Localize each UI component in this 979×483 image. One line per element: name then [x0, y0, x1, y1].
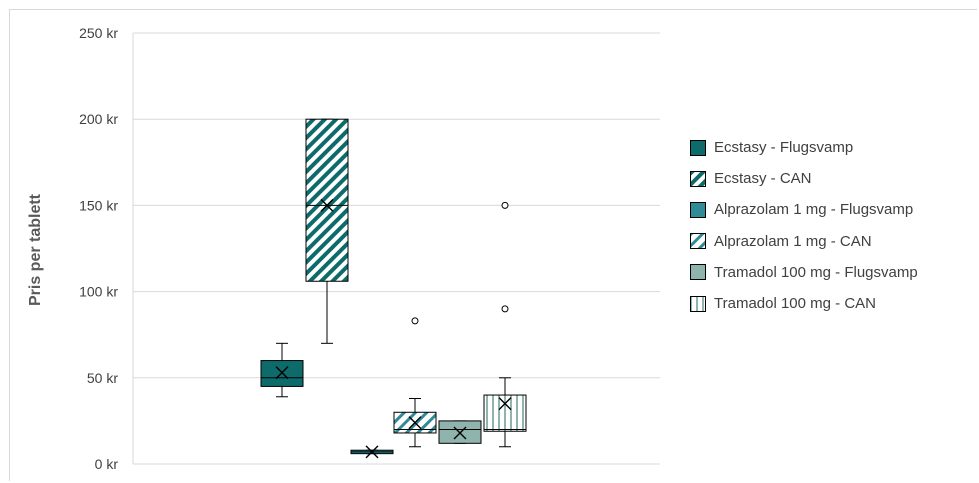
y-tick-label: 50 kr	[87, 370, 118, 386]
mean-marker	[320, 198, 334, 212]
legend-item: Alprazolam 1 mg - Flugsvamp	[690, 194, 975, 225]
outlier-point	[501, 201, 509, 209]
legend-item: Tramadol 100 mg - CAN	[690, 288, 975, 319]
legend-swatch	[690, 295, 706, 312]
boxes	[260, 118, 527, 459]
legend-item: Ecstasy - CAN	[690, 163, 975, 194]
legend-swatch	[690, 170, 706, 187]
legend-label: Alprazolam 1 mg - CAN	[714, 232, 872, 250]
y-tick-labels: 0 kr 50 kr 100 kr 150 kr 200 kr 250 kr	[79, 25, 118, 472]
box-4	[393, 317, 437, 448]
legend-label: Tramadol 100 mg - CAN	[714, 295, 876, 313]
legend-label: Tramadol 100 mg - Flugsvamp	[714, 263, 918, 281]
box-iqr	[483, 394, 527, 432]
mean-marker	[365, 445, 379, 459]
legend-label: Alprazolam 1 mg - Flugsvamp	[714, 201, 914, 219]
legend: Ecstasy - Flugsvamp Ecstasy - CAN Alprazol…	[690, 132, 975, 319]
gridlines	[132, 32, 660, 465]
legend-label: Ecstasy - CAN	[714, 170, 812, 188]
y-tick-label: 150 kr	[79, 197, 118, 213]
y-tick-label: 0 kr	[95, 456, 119, 472]
legend-item: Ecstasy - Flugsvamp	[690, 132, 975, 163]
box-5	[438, 420, 482, 444]
mean-marker	[498, 397, 512, 411]
box-iqr	[305, 118, 349, 282]
chart-frame	[9, 9, 977, 481]
box-6	[483, 201, 527, 448]
legend-swatch	[690, 201, 706, 218]
y-tick-label: 250 kr	[79, 25, 118, 41]
legend-label: Ecstasy - Flugsvamp	[714, 139, 854, 157]
legend-item: Alprazolam 1 mg - CAN	[690, 226, 975, 257]
y-tick-label: 100 kr	[79, 284, 118, 300]
y-axis-label: Pris per tablett	[27, 193, 44, 306]
legend-item: Tramadol 100 mg - Flugsvamp	[690, 257, 975, 288]
box-1	[260, 342, 304, 398]
legend-swatch	[690, 139, 706, 156]
y-tick-label: 200 kr	[79, 111, 118, 127]
legend-swatch	[690, 264, 706, 281]
box-2	[305, 118, 349, 344]
legend-swatch	[690, 233, 706, 250]
mean-marker	[408, 416, 422, 430]
mean-marker	[275, 366, 289, 380]
outlier-point	[411, 317, 419, 325]
box-3	[350, 445, 394, 459]
outlier-point	[501, 305, 509, 313]
mean-marker	[453, 426, 467, 440]
